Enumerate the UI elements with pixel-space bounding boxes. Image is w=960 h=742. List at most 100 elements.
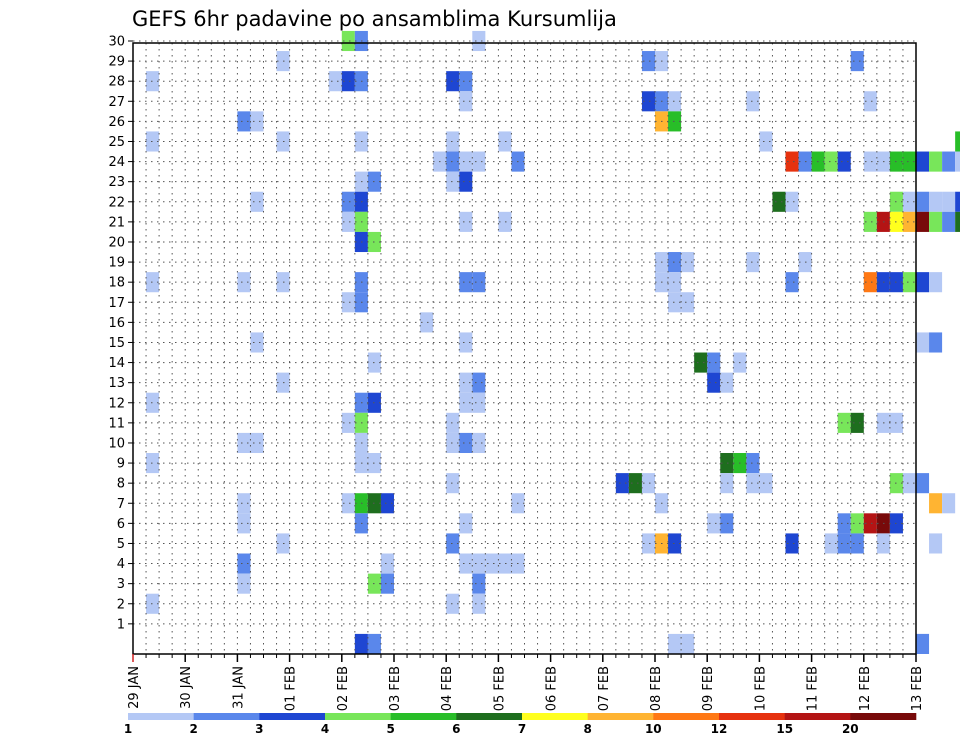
precip-cell [146,453,160,474]
precip-cell [459,171,473,192]
precip-cell [250,332,264,353]
y-tick-label: 12 [108,396,125,411]
y-tick-label: 10 [108,436,125,451]
x-tick-label: 06 FEB [545,666,560,711]
precip-cell [785,191,799,212]
precip-cell [916,332,930,353]
precip-cell [668,252,682,273]
precip-cell [850,533,864,554]
precip-cell [759,131,773,152]
precip-cell [446,473,460,494]
precip-cell [863,211,877,232]
precip-cell [472,432,486,454]
precip-cell [916,151,930,172]
precip-cell [668,91,682,112]
precip-cell [863,272,877,293]
y-tick-label: 27 [108,95,125,110]
precip-cell [929,191,943,212]
precip-cell [929,493,943,514]
precip-cell [237,272,251,293]
precip-cell [237,493,251,514]
precip-cell [446,593,460,614]
precip-cell [237,432,251,454]
x-tick-label: 05 FEB [492,666,507,711]
precip-cell [720,372,734,393]
precip-cell [929,211,943,232]
colorbar-label: 6 [452,722,460,736]
precip-cell [459,151,473,172]
precip-cell [237,573,251,594]
precip-cell [850,412,864,433]
precip-cell [707,352,721,373]
y-tick-label: 3 [117,577,125,592]
colorbar-swatch [850,713,917,720]
precip-cell [237,553,251,574]
precip-cell [942,211,956,232]
precip-cell [146,272,160,293]
precip-cell [759,473,773,494]
precip-cell [824,533,838,554]
precip-cell [720,473,734,494]
precip-cell [146,131,160,152]
precip-cell [902,272,916,293]
precip-cell [707,513,721,534]
precip-cell [955,191,960,212]
grid-lines [133,40,916,654]
precip-cell [668,111,682,132]
y-tick-label: 2 [117,597,125,612]
precip-cell [446,71,460,92]
precip-cell [380,493,394,514]
precip-cell [146,71,160,92]
colorbar-swatch [259,713,326,720]
colorbar-label: 15 [776,722,793,736]
y-tick-label: 19 [108,256,125,271]
precip-cell [250,432,264,454]
x-tick-label: 07 FEB [597,666,612,711]
precip-cell [146,392,160,413]
x-tick-label: 04 FEB [440,666,455,711]
y-tick-label: 29 [108,55,125,70]
y-tick-label: 23 [108,175,125,190]
precip-cell [472,151,486,172]
precip-cell [641,91,655,112]
precip-cell [420,312,434,333]
precip-cell [459,432,473,454]
precip-cell [942,191,956,212]
precip-cell [472,553,486,574]
precip-cell [628,473,642,494]
y-tick-label: 6 [117,517,125,532]
y-tick-label: 26 [108,115,125,130]
precip-cell [785,272,799,293]
y-tick-label: 21 [108,215,125,230]
precip-cell [668,633,682,654]
x-tick-label: 11 FEB [806,666,821,711]
precip-cell [459,553,473,574]
precip-cell [446,131,460,152]
colorbar-label: 12 [711,722,728,736]
colorbar-label: 10 [645,722,662,736]
x-tick-label: 02 FEB [336,666,351,711]
precip-cell [707,372,721,393]
colorbar-swatch [719,713,785,720]
precip-cell [459,211,473,232]
precip-cell [459,372,473,393]
precip-cell [837,151,851,172]
precip-cell [681,292,695,313]
precip-cell [237,513,251,534]
y-tick-label: 22 [108,195,125,210]
x-tick-label: 09 FEB [701,666,716,711]
precip-cell [446,151,460,172]
precip-cell [641,473,655,494]
precip-cell [341,412,355,433]
precip-cell [146,593,160,614]
y-tick-label: 16 [108,316,125,331]
precip-cell [354,633,368,654]
precip-cell [785,151,799,172]
precip-cell [641,51,655,72]
x-tick-label: 03 FEB [388,666,403,711]
y-tick-label: 5 [117,537,125,552]
precip-cell [837,533,851,554]
colorbar-label: 5 [387,722,395,736]
precip-cell [863,91,877,112]
